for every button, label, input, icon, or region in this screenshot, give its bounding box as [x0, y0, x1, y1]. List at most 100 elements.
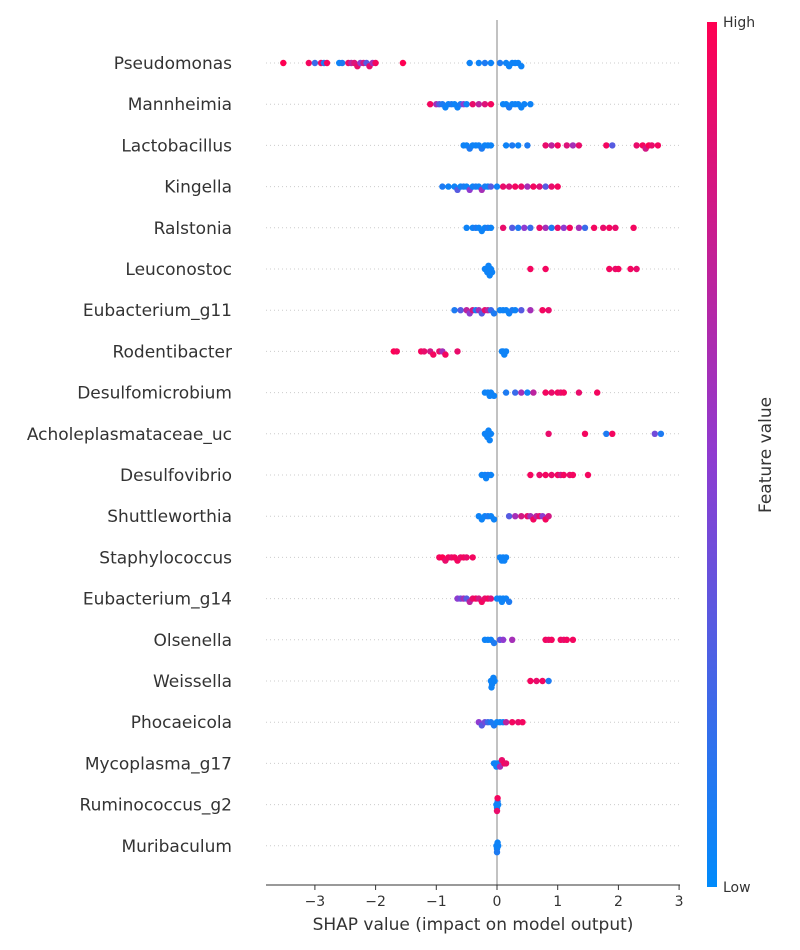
shap-dot: [505, 513, 513, 520]
shap-dot: [481, 101, 489, 108]
shap-dot: [545, 430, 552, 437]
shap-dot: [490, 639, 498, 647]
shap-dot: [609, 430, 616, 437]
shap-dot: [590, 224, 598, 231]
shap-dot: [527, 307, 534, 314]
shap-dot: [560, 471, 567, 479]
shap-dot: [487, 595, 495, 602]
shap-dot: [524, 389, 531, 396]
shap-dot: [502, 719, 510, 726]
shap-dot: [630, 224, 637, 231]
shap-dot: [545, 513, 552, 520]
shap-dot: [515, 142, 522, 149]
feature-label: Acholeplasmataceae_uc: [27, 425, 232, 445]
shap-dot: [490, 310, 498, 317]
shap-dot: [502, 389, 510, 396]
feature-label: Kingella: [164, 178, 232, 198]
shap-dot: [542, 265, 549, 273]
shap-dot: [493, 807, 501, 815]
shap-dot: [542, 471, 549, 479]
shap-dot: [581, 224, 589, 231]
feature-label: Desulfomicrobium: [77, 384, 232, 404]
shap-dot: [515, 224, 522, 231]
shap-dot: [505, 183, 513, 190]
shap-dot: [495, 842, 502, 849]
shap-dot: [566, 224, 573, 231]
shap-dot: [488, 684, 495, 691]
shap-dot: [530, 183, 537, 190]
shap-dot: [323, 59, 331, 67]
shap-dot: [305, 59, 312, 67]
shap-dot: [527, 471, 534, 479]
colorbar-gradient: [707, 22, 717, 887]
shap-dot: [563, 142, 570, 149]
x-tick-label: −2: [365, 894, 386, 910]
shap-dot: [594, 389, 601, 396]
colorbar-high-label: High: [723, 15, 755, 31]
shap-dot: [575, 389, 583, 396]
shap-dot: [554, 224, 561, 231]
shap-dot: [633, 265, 640, 273]
feature-label: Ralstonia: [154, 219, 232, 239]
x-tick-label: 1: [553, 894, 562, 910]
shap-dot: [627, 265, 634, 273]
shap-dot: [481, 59, 489, 67]
shap-dot: [502, 760, 510, 767]
shap-dot: [466, 59, 473, 67]
shap-dot: [488, 269, 496, 276]
shap-dot: [612, 224, 619, 231]
shap-dot: [569, 636, 577, 643]
shap-dot: [569, 142, 577, 149]
grid-lines: [266, 62, 680, 847]
shap-dot: [463, 554, 470, 561]
shap-dot: [499, 224, 507, 231]
shap-dot: [539, 677, 546, 685]
shap-dot: [495, 801, 502, 808]
shap-dot: [581, 430, 589, 437]
shap-dot: [487, 471, 495, 479]
shap-dot: [530, 389, 537, 396]
shap-dot: [486, 437, 493, 444]
shap-dot: [560, 389, 567, 396]
shap-dot: [542, 142, 549, 149]
shap-dot: [536, 471, 543, 479]
x-tick-label: −1: [426, 894, 447, 910]
shap-dot: [654, 142, 662, 149]
shap-dot: [469, 554, 476, 561]
shap-dot: [491, 677, 498, 685]
shap-dot: [651, 430, 658, 437]
shap-dot: [430, 351, 437, 358]
shap-dot: [518, 389, 525, 396]
x-axis: −3 −2 −1 0 1 2 3: [266, 884, 684, 910]
feature-label: Leuconostoc: [125, 260, 232, 280]
shap-dot: [475, 101, 482, 108]
shap-dot: [498, 557, 506, 564]
colorbar-low-label: Low: [723, 880, 751, 896]
shap-dot: [563, 636, 570, 643]
shap-dot: [521, 224, 528, 231]
shap-dot: [487, 224, 495, 231]
shap-dot: [509, 142, 516, 149]
shap-dot: [527, 677, 534, 685]
shap-dot: [527, 265, 534, 273]
shap-dot: [512, 183, 519, 190]
shap-dot: [603, 142, 610, 149]
shap-dot: [600, 224, 607, 231]
dots-layer: [280, 59, 665, 856]
shap-dot: [509, 719, 516, 726]
feature-label: Eubacterium_g14: [83, 590, 232, 610]
shap-dot: [469, 101, 476, 108]
feature-label: Rodentibacter: [112, 342, 232, 362]
shap-dot: [554, 183, 561, 190]
feature-label: Phocaeicola: [131, 713, 232, 733]
shap-dot: [512, 389, 519, 396]
shap-dot: [575, 224, 583, 231]
feature-label: Muribaculum: [121, 837, 232, 857]
shap-dot: [393, 348, 400, 355]
shap-dot: [548, 636, 555, 643]
shap-dot: [498, 348, 506, 355]
shap-dot: [539, 307, 546, 314]
shap-dot: [615, 265, 622, 273]
shap-dot: [548, 183, 555, 190]
shap-dot: [280, 59, 287, 67]
